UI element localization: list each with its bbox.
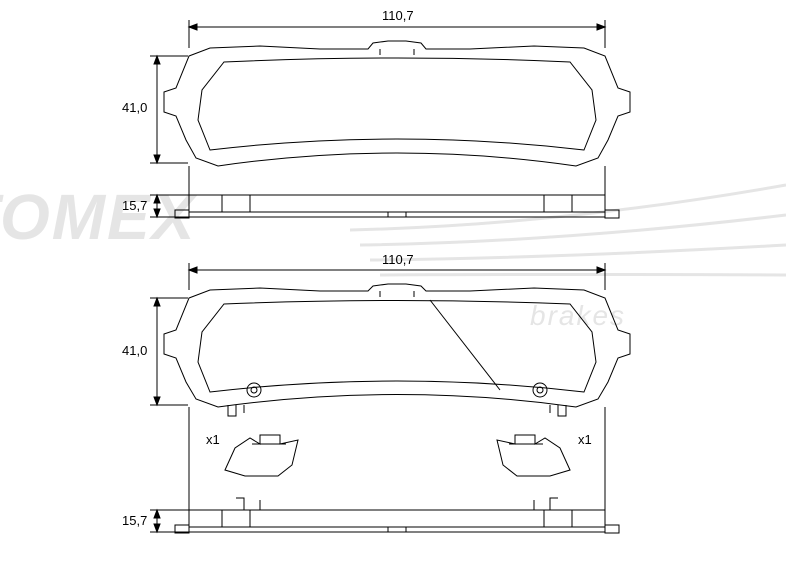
clip-qty-left: x1 bbox=[206, 432, 220, 447]
dim-thickness-top: 15,7 bbox=[122, 198, 147, 213]
drawing-canvas: TOMEX brakes bbox=[0, 0, 786, 572]
dim-height-bottom: 41,0 bbox=[122, 343, 147, 358]
dim-width-top: 110,7 bbox=[382, 8, 414, 23]
dim-width-bottom: 110,7 bbox=[382, 252, 414, 267]
dim-thickness-bottom: 15,7 bbox=[122, 513, 147, 528]
clip-qty-right: x1 bbox=[578, 432, 592, 447]
technical-drawing bbox=[0, 0, 786, 572]
dim-height-top: 41,0 bbox=[122, 100, 147, 115]
